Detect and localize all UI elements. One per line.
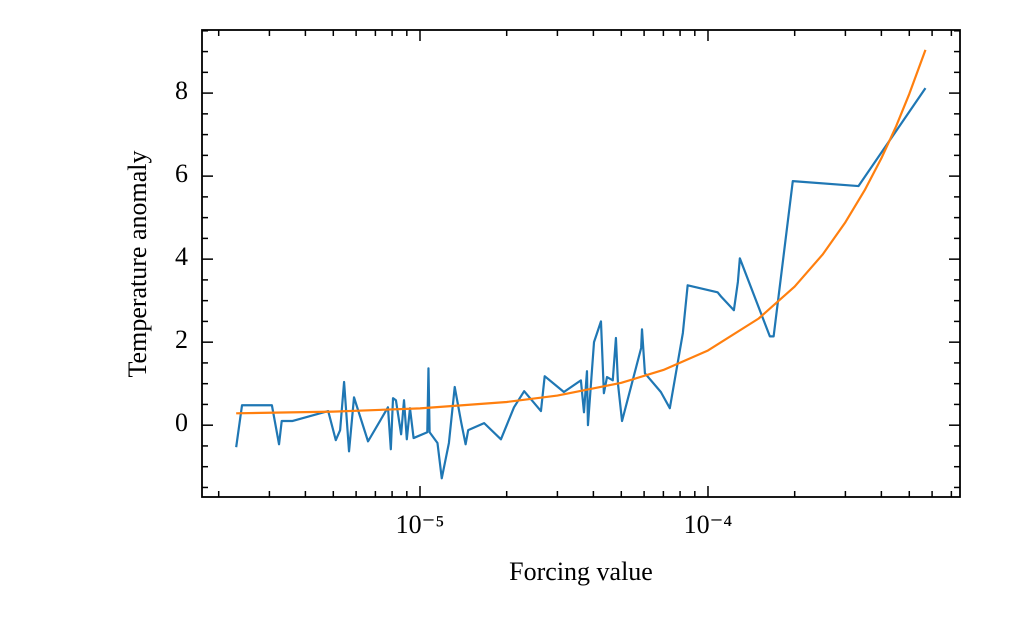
y-axis-label: Temperature anomaly — [123, 150, 152, 377]
y-tick-label: 8 — [175, 76, 188, 105]
line-series — [236, 49, 927, 415]
line-series — [235, 87, 927, 480]
x-tick-label: 10⁻⁴ — [684, 510, 733, 539]
x-axis-label: Forcing value — [509, 557, 653, 586]
y-tick-label: 4 — [175, 242, 188, 271]
x-tick-label: 10⁻⁵ — [396, 510, 445, 539]
y-tick-label: 2 — [175, 325, 188, 354]
plot-frame — [201, 29, 961, 498]
y-tick-label: 0 — [175, 408, 188, 437]
y-tick-label: 6 — [175, 159, 188, 188]
